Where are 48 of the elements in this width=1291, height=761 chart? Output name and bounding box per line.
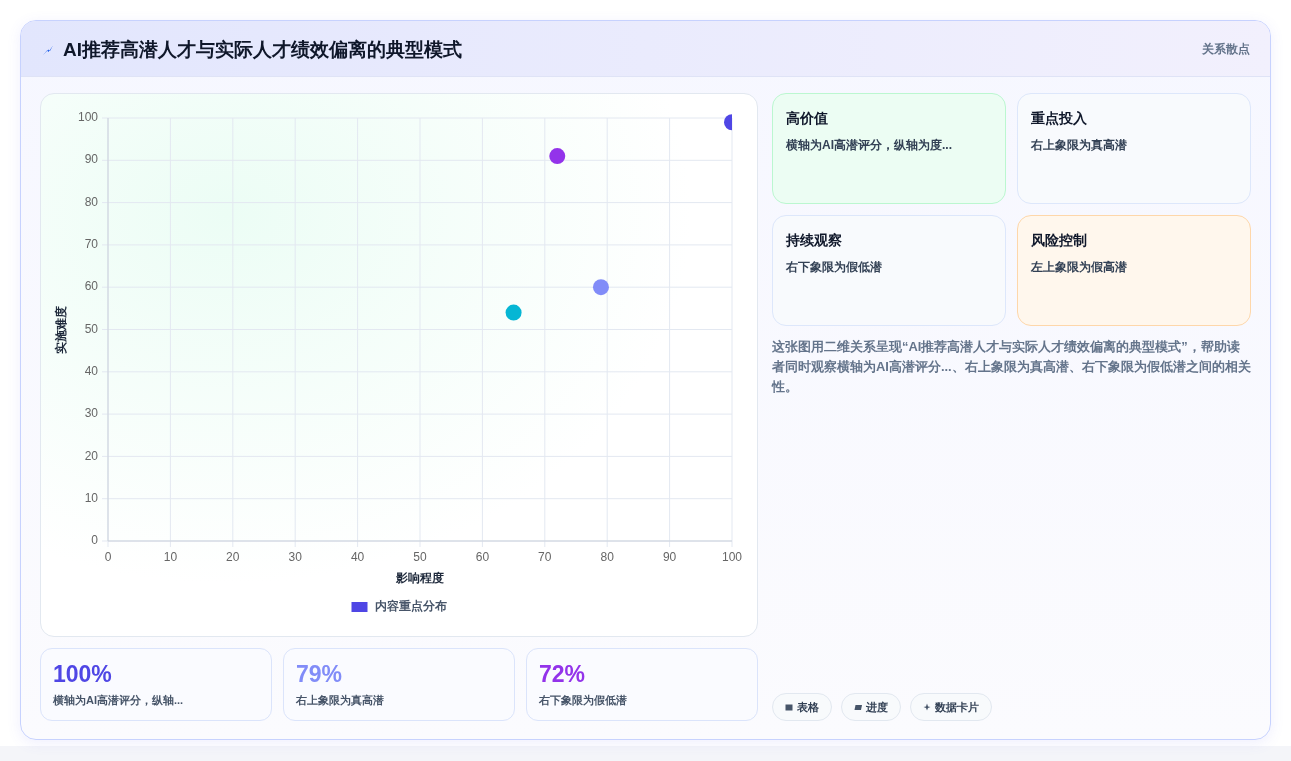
x-tick-label: 30 (288, 550, 303, 565)
text: AI推荐高潜人才与实际人才绩效偏离的典型模式 (63, 39, 462, 61)
text: 这张图用二维关系呈现“AI推荐高潜人才与实际人才绩效偏离的典型模式”，帮助读者同时观察横轴为AI高潜评分...、右上象限为真高潜、右下象限为假低潜之间的相关性。 (772, 338, 1251, 396)
text: 重点投入 (1031, 109, 1087, 127)
x-axis-title: 影响程度 (395, 571, 444, 586)
x-tick-label: 40 (350, 550, 365, 565)
point (592, 279, 609, 296)
text: 进度 (866, 699, 888, 715)
x-tick-label: 80 (600, 550, 615, 565)
text: 表格 (797, 699, 819, 715)
y-tick-label: 30 (84, 406, 99, 421)
x-tick-label: 90 (662, 550, 677, 565)
text: 横轴为AI高潜评分，纵轴为度... (786, 137, 953, 153)
text: 100% (53, 661, 112, 687)
category-label: 右上象限为真高潜 (296, 693, 384, 707)
x-tick-label: 10 (163, 550, 178, 565)
text: 数据卡片 (935, 699, 979, 715)
y-tick-label: 70 (84, 237, 99, 252)
legend-label: 内容重点分布 (374, 599, 447, 614)
x-tick-label: 50 (413, 550, 427, 565)
text: 72% (539, 661, 586, 687)
text: 右上象限为真高潜 (1031, 137, 1127, 153)
text: 关系散点 (1202, 42, 1250, 56)
y-tick-label: 10 (84, 490, 99, 505)
x-tick-label: 70 (538, 550, 552, 565)
x-tick-label: 0 (104, 550, 112, 565)
text: 左上象限为假高潜 (1031, 259, 1127, 275)
y-tick-label: 80 (84, 194, 99, 209)
y-tick-label: 20 (84, 448, 99, 463)
x-tick-label: 20 (226, 550, 240, 565)
y-tick-label: 90 (84, 152, 99, 167)
y-tick-label: 100 (77, 110, 99, 125)
text: 持续观察 (786, 231, 842, 249)
x-tick-label: 100 (721, 550, 743, 565)
y-axis-title: 实施难度 (54, 305, 69, 354)
point (505, 304, 522, 321)
text: 高价值 (786, 109, 828, 127)
category-label: 右下象限为假低潜 (539, 693, 627, 707)
text: 79% (296, 661, 343, 687)
x-tick-label: 60 (475, 550, 490, 565)
y-tick-label: 50 (84, 321, 99, 336)
y-tick-label: 0 (91, 533, 99, 548)
text: 风险控制 (1031, 231, 1087, 249)
y-tick-label: 60 (84, 279, 99, 294)
category-label: 横轴为AI高潜评分，纵轴... (53, 693, 184, 707)
point (549, 148, 566, 165)
y-tick-label: 40 (84, 363, 99, 378)
text: 右下象限为假低潜 (786, 259, 882, 275)
